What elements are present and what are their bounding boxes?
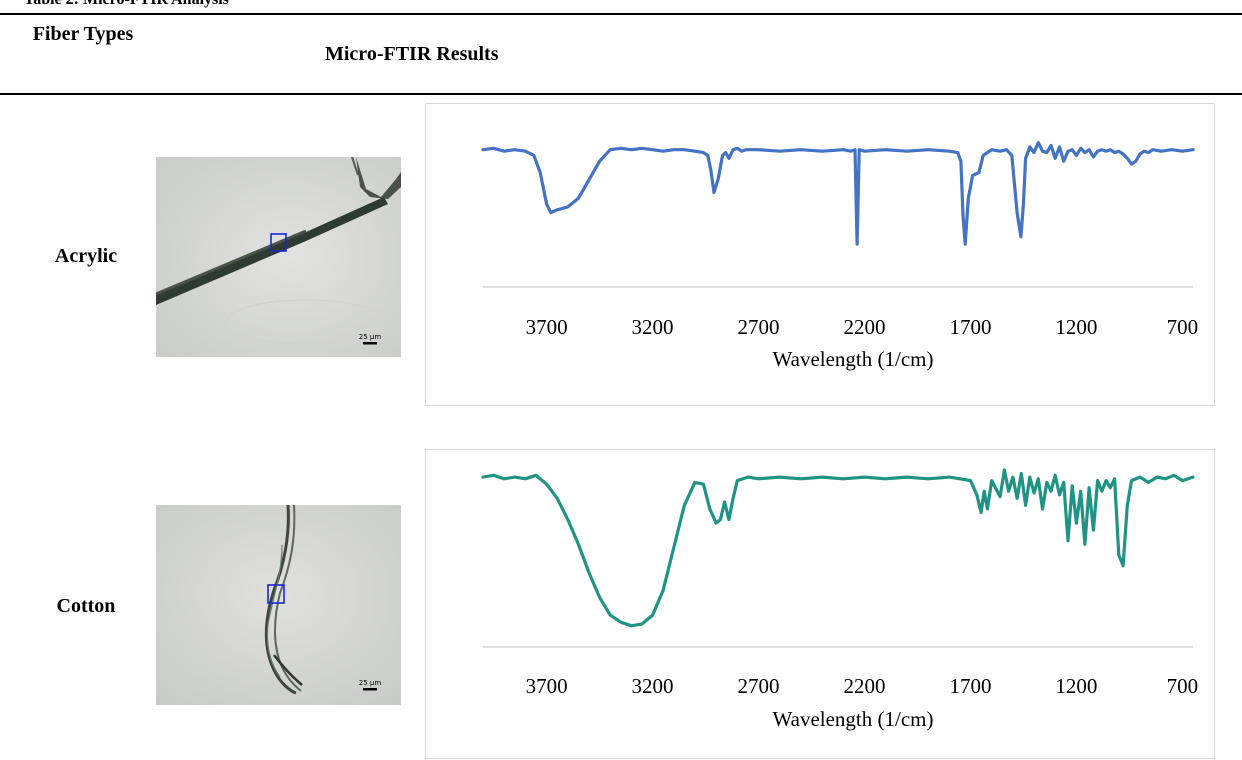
x-tick-label-acrylic-700: 700	[1167, 315, 1199, 339]
x-tick-label-acrylic-2700: 2700	[738, 315, 780, 339]
ftir-chart-cotton: 3700 3200 2700 2200 1700 1200 700 Wavelength (1…	[481, 468, 1199, 731]
header-bottom-rule	[0, 93, 1242, 95]
row-label-acrylic: Acrylic	[54, 245, 118, 267]
x-tick-label-cotton-2200: 2200	[843, 674, 885, 698]
x-axis-label-acrylic: Wavelength (1/cm)	[773, 347, 934, 371]
x-axis-label-cotton: Wavelength (1/cm)	[773, 707, 934, 731]
x-tick-label-cotton-1700: 1700	[949, 674, 991, 698]
scale-bar-label-cotton: 25 µm	[359, 679, 382, 687]
spectrum-line-cotton	[481, 468, 1195, 628]
x-tick-label-cotton-700: 700	[1167, 674, 1199, 698]
row-label-cotton: Cotton	[56, 595, 116, 617]
x-tick-label-acrylic-2200: 2200	[843, 315, 885, 339]
scale-bar-label-acrylic: 25 µm	[359, 333, 382, 341]
table-top-rule	[0, 13, 1242, 15]
x-tick-label-cotton-3700: 3700	[526, 674, 568, 698]
spectrum-line-acrylic	[481, 140, 1195, 246]
x-tick-label-cotton-3200: 3200	[632, 674, 674, 698]
ftir-chart-panel-cotton: 3700 3200 2700 2200 1700 1200 700 Wavelength (1…	[425, 449, 1215, 759]
x-tick-label-acrylic-1200: 1200	[1055, 315, 1097, 339]
micrograph-cotton: 25 µm	[156, 504, 401, 705]
x-tick-label-acrylic-3700: 3700	[526, 315, 568, 339]
x-tick-label-cotton-2700: 2700	[738, 674, 780, 698]
header-fiber-types: Fiber Types	[32, 23, 134, 45]
ftir-chart-panel-acrylic: 3700 3200 2700 2200 1700 1200 700 Wavelength (1…	[425, 103, 1215, 406]
x-tick-label-acrylic-1700: 1700	[949, 315, 991, 339]
x-tick-label-acrylic-3200: 3200	[632, 315, 674, 339]
micrograph-acrylic-image: 25 µm	[155, 156, 401, 357]
micrograph-acrylic: 25 µm	[155, 156, 401, 357]
micrograph-cotton-image: 25 µm	[156, 504, 401, 705]
header-micro-ftir-results: Micro-FTIR Results	[325, 43, 499, 65]
table-caption: Table 2: Micro-FTIR Analysis	[24, 0, 229, 9]
ftir-chart-acrylic: 3700 3200 2700 2200 1700 1200 700 Wavelength (1…	[481, 140, 1199, 371]
x-tick-label-cotton-1200: 1200	[1055, 674, 1097, 698]
